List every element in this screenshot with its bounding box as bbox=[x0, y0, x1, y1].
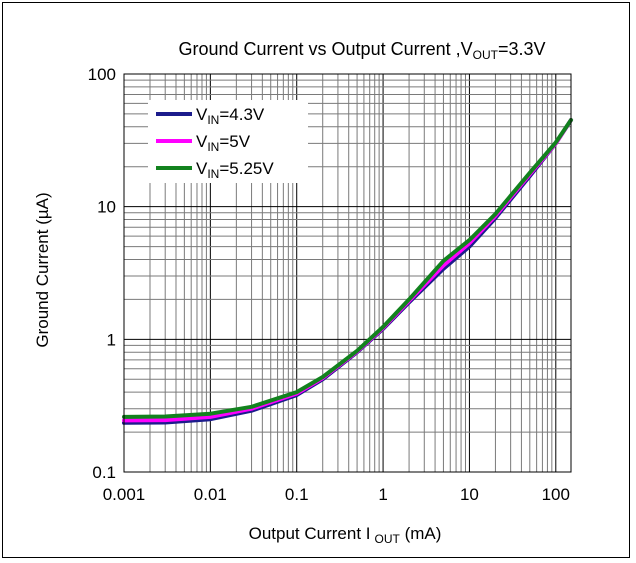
legend-label-3: VIN=5.25V bbox=[196, 159, 274, 181]
y-tick-label: 100 bbox=[88, 65, 116, 84]
chart-title: Ground Current vs Output Current ,VOUT=3… bbox=[178, 39, 545, 62]
y-tick-label: 10 bbox=[97, 198, 116, 217]
x-tick-label: 0.001 bbox=[103, 485, 146, 504]
chart-title-sub: OUT bbox=[473, 48, 499, 62]
y-tick-labels: 0.1 1 10 100 bbox=[88, 65, 116, 482]
series-line-3 bbox=[122, 118, 573, 419]
y-axis-label: Ground Current (µA) bbox=[33, 192, 52, 347]
series-layer bbox=[122, 118, 573, 425]
x-tick-label: 0.01 bbox=[194, 485, 227, 504]
x-axis-label-main: Output Current I bbox=[249, 524, 371, 543]
legend-label-2: VIN=5V bbox=[196, 132, 251, 154]
x-tick-label: 100 bbox=[542, 485, 570, 504]
x-tick-labels: 0.001 0.01 0.1 1 10 100 bbox=[103, 485, 570, 504]
x-axis-label-sub: OUT bbox=[375, 532, 401, 546]
x-tick-label: 1 bbox=[378, 485, 387, 504]
legend-label-1: VIN=4.3V bbox=[196, 105, 265, 127]
x-tick-label: 10 bbox=[460, 485, 479, 504]
legend: VIN=4.3V VIN=5V VIN=5.25V bbox=[148, 100, 308, 183]
x-axis-label-suffix: (mA) bbox=[400, 524, 442, 543]
x-axis-label: Output Current I OUT (mA) bbox=[249, 524, 442, 546]
chart-frame bbox=[2, 2, 630, 558]
y-tick-label: 0.1 bbox=[92, 463, 116, 482]
chart-title-suffix: =3.3V bbox=[498, 39, 546, 59]
y-tick-label: 1 bbox=[107, 330, 116, 349]
chart-title-main: Ground Current vs Output Current ,V bbox=[178, 39, 472, 59]
x-tick-label: 0.1 bbox=[285, 485, 309, 504]
plot-border bbox=[123, 73, 572, 473]
